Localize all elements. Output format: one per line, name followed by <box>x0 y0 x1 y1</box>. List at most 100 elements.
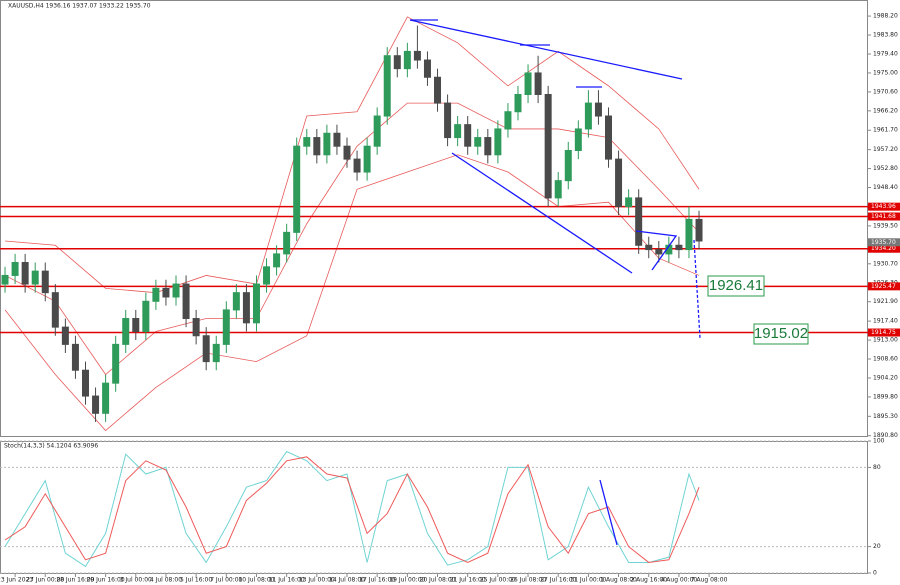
x-tick-label: 17 Jul 16:00 <box>359 577 395 584</box>
x-tick-label: 23 Jun 2023 <box>0 577 33 584</box>
candle-body <box>31 270 39 285</box>
y-tick-label: 1961.70 <box>873 127 898 134</box>
candle-body <box>474 137 482 147</box>
y-tick-label: 1921.90 <box>873 298 898 305</box>
y-tick-label: 1939.50 <box>873 222 898 229</box>
x-tick-label: 27 Jul 16:00 <box>540 577 576 584</box>
y-tick-label: 80 <box>873 464 881 471</box>
x-tick-label: 21 Jul 16:00 <box>450 577 486 584</box>
candle-body <box>534 72 542 95</box>
candle-body <box>112 343 120 384</box>
candle-body <box>413 50 421 61</box>
y-tick-label: 1917.40 <box>873 318 898 325</box>
candle-body <box>182 283 190 320</box>
y-tick-label: 1904.20 <box>873 374 898 381</box>
candle-body <box>655 249 663 255</box>
level-label: 1943.96 <box>871 203 896 210</box>
stoch-line <box>4 456 700 563</box>
candle-body <box>383 55 391 117</box>
y-tick-label: 1988.20 <box>873 13 898 20</box>
candle-body <box>444 102 452 139</box>
candle-body <box>172 283 180 298</box>
candle-body <box>61 326 69 345</box>
candle-body <box>584 102 592 130</box>
level-tag <box>868 212 900 221</box>
candle-body <box>102 382 110 414</box>
candle-body <box>343 145 351 160</box>
candle-body <box>142 300 150 332</box>
trendlines <box>409 19 701 546</box>
candle-body <box>81 369 89 397</box>
x-tick-label: 20 Jul 08:00 <box>420 577 456 584</box>
y-tick-label: 1948.40 <box>873 184 898 191</box>
annotation: 1926.41 <box>709 277 763 294</box>
x-tick-label: 7 Jul 00:00 <box>210 577 242 584</box>
x-tick-label: 2 Aug 16:00 <box>630 577 667 584</box>
price-label: 1935.70 <box>871 239 896 246</box>
candle-body <box>464 124 472 147</box>
x-tick-label: 29 Jun 16:00 <box>87 577 125 584</box>
candle-body <box>685 218 693 251</box>
y-tick-label: 0 <box>873 570 877 577</box>
stoch-frame <box>0 441 868 574</box>
level-tag <box>868 282 900 291</box>
candle-body <box>323 132 331 156</box>
candle-body <box>21 262 29 285</box>
x-tick-label: 4 Jul 08:00 <box>150 577 182 584</box>
candle-body <box>564 149 572 182</box>
candle-body <box>514 93 522 113</box>
band-line <box>4 16 700 294</box>
candle-body <box>263 266 271 285</box>
x-tick-label: 3 Jul 00:00 <box>120 577 152 584</box>
trendline <box>635 230 678 271</box>
candle-body <box>393 55 401 70</box>
candle-body <box>11 262 19 276</box>
x-tick-label: 10 Jul 08:00 <box>238 577 274 584</box>
candle-body <box>232 292 240 311</box>
y-tick-label: 1952.80 <box>873 165 898 172</box>
candle-body <box>423 59 431 78</box>
candle-body <box>132 318 140 332</box>
band-line <box>4 102 700 376</box>
candle-body <box>333 132 341 147</box>
candle-body <box>162 287 170 298</box>
candle-body <box>152 287 160 302</box>
x-tick-label: 27 Jun 00:00 <box>26 577 64 584</box>
y-tick-label: 1899.80 <box>873 393 898 400</box>
band-line <box>4 154 700 432</box>
candle-body <box>293 145 301 233</box>
y-tick-label: 1975.00 <box>873 69 898 76</box>
x-tick-label: 14 Jul 08:00 <box>329 577 365 584</box>
candle-body <box>625 197 633 208</box>
candle-body <box>71 343 79 371</box>
candle-body <box>454 124 462 139</box>
x-tick-label: 4 Aug 00:00 <box>661 577 698 584</box>
x-tick-label: 1 Aug 08:00 <box>600 577 637 584</box>
annotation-box <box>707 275 765 297</box>
y-tick-label: 1966.20 <box>873 107 898 114</box>
candle-body <box>222 309 230 345</box>
candle-body <box>635 197 643 246</box>
candle-body <box>554 180 562 199</box>
y-tick-label: 1957.20 <box>873 146 898 153</box>
candle-body <box>544 93 552 199</box>
candle-body <box>403 50 411 70</box>
x-tick-label: 5 Jul 16:00 <box>180 577 212 584</box>
candle-body <box>122 318 130 345</box>
y-tick-label: 1983.80 <box>873 32 898 39</box>
candle-body <box>504 111 512 130</box>
candle-body <box>283 231 291 255</box>
x-tick-label: 19 Jul 00:00 <box>389 577 425 584</box>
candle-body <box>645 244 653 251</box>
y-tick-label: 1895.30 <box>873 413 898 420</box>
candle-body <box>242 292 250 324</box>
y-tick-label: 1908.60 <box>873 356 898 363</box>
y-tick-label: 1913.00 <box>873 337 898 344</box>
trendline <box>409 19 683 80</box>
x-tick-label: 26 Jul 08:00 <box>510 577 546 584</box>
candle-body <box>695 218 703 242</box>
candle-body <box>51 292 59 328</box>
candle-body <box>192 318 200 337</box>
candle-body <box>675 244 683 251</box>
